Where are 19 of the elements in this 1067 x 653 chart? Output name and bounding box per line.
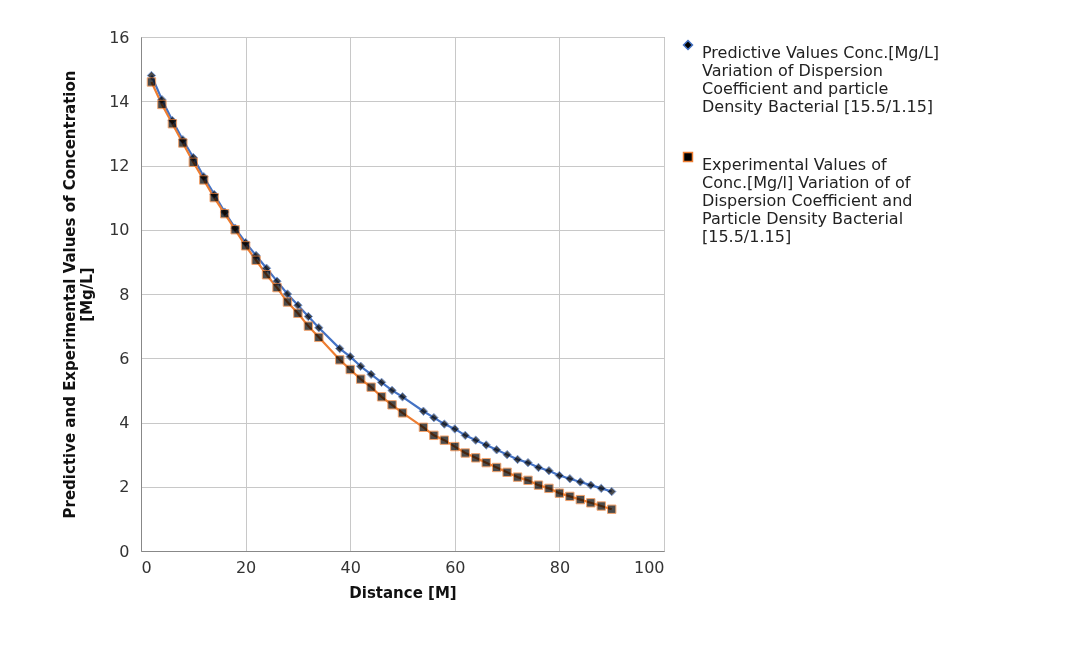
y-tick-label: 6 [119,348,130,368]
y-tick-label: 4 [119,413,130,432]
y-tick-label: 14 [109,91,130,111]
x-tick-label: 0 [141,557,152,577]
y-tick-label: 12 [109,156,130,175]
x-tick-label: 60 [445,557,466,577]
y-tick-label: 0 [119,541,130,561]
y-tick-label: 2 [119,477,130,497]
x-tick-label: 40 [340,557,361,577]
x-tick-label: 100 [633,557,665,577]
x-tick-label: 80 [549,557,571,577]
x-axis-title: Distance [M] [349,583,457,602]
legend-label: Predictive Values Conc.[Mg/L] Variation of Dispersion Coefficient and particle Density Bacterial [15.5/1.15] [702,43,940,116]
y-tick-label: 10 [109,220,130,240]
y-tick-label: 8 [119,284,130,304]
y-axis-title: Predictive and Experimental Values of Concentration [Mg/L] [61,70,97,519]
x-tick-label: 20 [235,557,257,577]
legend-label: Experimental Values of Conc.[Mg/l] Variation of of Dispersion Coefficient and Particle Density Bacterial [15.5/1.15] [702,155,913,246]
y-tick-label: 16 [109,27,130,47]
